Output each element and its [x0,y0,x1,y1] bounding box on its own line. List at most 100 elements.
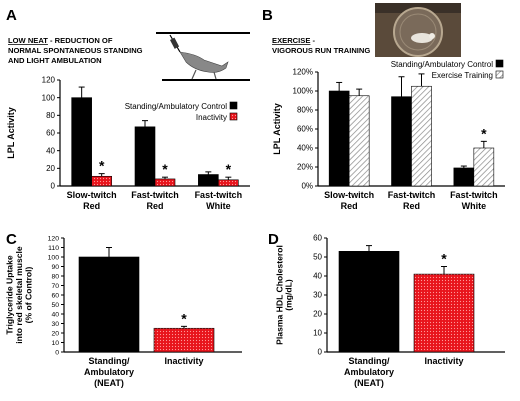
significance-asterisk: * [181,310,187,326]
significance-asterisk: * [441,251,447,267]
y-tick-label: 60 [46,129,55,138]
x-tick-label: Fast-twitch [388,190,436,200]
y-tick-label: 70 [51,283,59,290]
panel-a-heading-line2: NORMAL SPONTANEOUS STANDING [8,46,143,55]
x-tick-label: Red [146,201,163,211]
chart-c: 0 10 20 30 40 50 60 70 80 90 100 110 120 Triglyceride… [5,236,242,388]
legend-swatch [495,59,504,68]
legend-label: Inactivity [196,113,227,122]
bar-control [134,126,156,187]
panel-a-letter: A [6,7,17,24]
x-tick-label: White [206,201,231,211]
bar-treatment [153,327,215,353]
bar-control [391,96,412,187]
y-tick-label: 10 [51,340,59,347]
y-tick-label: 40 [46,146,55,155]
x-tick-label: (NEAT) [94,378,124,388]
y-axis-label: Plasma HDL Cholesterol(mg/dL) [274,245,293,345]
significance-asterisk: * [481,125,487,141]
x-tick-label: Standing/ [89,356,130,366]
chart-b: 0% 20% 40% 60% 80% 100% 120% LPL Activity * Slow-… [272,59,505,211]
bar-treatment [154,178,176,187]
x-tick-label: Fast-twitch [131,190,179,200]
y-tick-label: 120% [293,68,313,77]
significance-asterisk: * [226,161,232,177]
x-tick-label: White [462,201,487,211]
y-tick-label: 80 [46,111,55,120]
y-axis-label-line: LPL Activity [272,103,282,155]
y-tick-label: 20 [313,310,322,319]
y-tick-label: 30 [51,321,59,328]
y-axis-label-line: Triglyceride Uptake [5,255,15,335]
y-axis-label-line: (% of Control) [23,266,33,323]
significance-asterisk: * [162,161,168,177]
legend-label: Standing/Ambulatory Control [125,102,228,111]
x-tick-label: Ambulatory [84,367,134,377]
y-tick-label: 50 [51,302,59,309]
x-tick-label: Inactivity [164,356,203,366]
chart-d: 0 10 20 30 40 50 60 Plasma HDL Cholesterol(mg/d… [274,234,505,388]
bar-control [78,256,140,353]
y-tick-label: 80% [297,106,313,115]
y-axis-label: LPL Activity [272,103,282,155]
rat-suspension-illustration [156,32,250,81]
panel-a-heading-line3: AND LIGHT AMBULATION [8,56,102,65]
bar-treatment [218,179,239,187]
panel-b-heading-bold: EXERCISE [272,36,310,45]
y-tick-label: 40% [297,144,313,153]
x-tick-label: Slow-twitch [67,190,117,200]
y-tick-label: 110 [48,245,59,252]
x-tick-label: Slow-twitch [324,190,374,200]
legend-swatch [229,101,238,110]
panel-b-heading-rest: - [310,36,315,45]
y-tick-label: 120 [42,76,56,85]
chart-a: 0 20 40 60 80 100 120 LPL Activity * * * Slow-twitc… [6,76,250,211]
y-tick-label: 10 [313,329,322,338]
bar-control [338,251,400,353]
x-tick-label: Fast-twitch [195,190,243,200]
panel-b-heading-line1: EXERCISE - [272,36,316,45]
y-axis-label: Triglyceride Uptakeinto red skeletal mus… [5,246,34,344]
bar-control [198,174,219,187]
y-tick-label: 20 [51,331,59,338]
y-tick-label: 100 [48,255,60,262]
bar-treatment [411,85,432,187]
x-tick-label: Ambulatory [344,367,394,377]
panel-b-heading-line2: VIGOROUS RUN TRAINING [272,46,370,55]
bar-control [453,167,475,187]
legend-label: Exercise Training [432,71,493,80]
y-tick-label: 60 [313,234,322,243]
y-tick-label: 100 [42,93,56,102]
panel-a-heading-bold: LOW NEAT [8,36,48,45]
panel-a-heading-line1: LOW NEAT - REDUCTION OF [8,36,113,45]
y-tick-label: 50 [313,253,322,262]
y-tick-label: 40 [313,272,322,281]
legend-label: Standing/Ambulatory Control [391,60,494,69]
y-tick-label: 120 [48,236,60,243]
significance-asterisk: * [99,158,105,174]
x-tick-label: Standing/ [349,356,390,366]
x-tick-label: Inactivity [424,356,463,366]
panel-b-letter: B [262,7,273,24]
running-wheel-photo [375,3,461,57]
y-axis-label-line: Plasma HDL Cholesterol [274,245,284,345]
bar-treatment [348,95,370,187]
y-tick-label: 60% [297,125,313,134]
y-tick-label: 20 [46,164,55,173]
bar-treatment [473,147,495,187]
y-tick-label: 0 [318,348,323,357]
bar-control [71,97,92,187]
x-tick-label: (NEAT) [354,378,384,388]
y-tick-label: 30 [313,291,322,300]
panel-a-heading-rest: - REDUCTION OF [48,36,113,45]
legend-swatch [495,70,504,79]
x-tick-label: Red [83,201,100,211]
y-axis-label-line: into red skeletal muscle [14,246,24,344]
y-axis-label-line: (mg/dL) [284,279,294,311]
y-tick-label: 0 [55,350,59,357]
x-tick-label: Fast-twitch [450,190,498,200]
y-tick-label: 40 [51,312,59,319]
bar-treatment [91,175,112,187]
bar-control [328,90,350,187]
